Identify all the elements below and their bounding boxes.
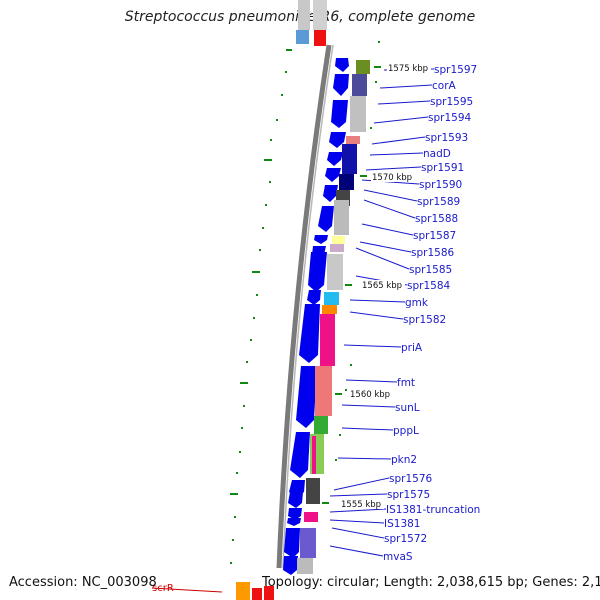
tick-label: 1555 kbp bbox=[341, 500, 381, 510]
gene-label-spr1590[interactable]: spr1590 bbox=[419, 179, 462, 191]
topology-text: Topology: circular; Length: 2,038,615 bp… bbox=[262, 575, 600, 590]
gene-label-gmk[interactable]: gmk bbox=[405, 297, 429, 309]
tick-label-bg bbox=[349, 389, 393, 399]
leader-line bbox=[377, 100, 431, 105]
gene-label-fmt[interactable]: fmt bbox=[397, 377, 415, 389]
leader-line bbox=[329, 545, 384, 557]
leader-line bbox=[359, 241, 412, 253]
leader-line bbox=[373, 116, 429, 124]
tick-label-bg bbox=[371, 172, 415, 182]
gene-label-spr1582[interactable]: spr1582 bbox=[403, 314, 446, 326]
leader-line bbox=[341, 427, 394, 431]
tick-label-bg bbox=[387, 63, 431, 73]
tick-label-bg bbox=[361, 280, 405, 290]
tick-label: 1560 kbp bbox=[350, 390, 390, 400]
leader-line bbox=[379, 84, 433, 89]
gene-labels: spr1597 corA spr1595 spr1594 spr1593 nadD spr1… bbox=[383, 64, 480, 563]
top-features bbox=[296, 0, 327, 46]
leader-line bbox=[329, 493, 388, 497]
backbone-line bbox=[276, 44, 332, 569]
tick-label: 1565 kbp bbox=[362, 281, 402, 291]
gene-label-scrR[interactable]: scrR bbox=[152, 583, 174, 594]
leader-line bbox=[361, 223, 414, 236]
green-dots bbox=[230, 41, 380, 564]
leader-line bbox=[341, 404, 396, 408]
gene-label-spr1575[interactable]: spr1575 bbox=[387, 489, 430, 501]
tick-label-bg bbox=[340, 499, 384, 509]
leader-line bbox=[365, 166, 422, 171]
gene-label-priA[interactable]: priA bbox=[401, 342, 423, 354]
gene-label-spr1593[interactable]: spr1593 bbox=[425, 132, 468, 144]
leader-line bbox=[329, 519, 385, 524]
gene-label-spr1591[interactable]: spr1591 bbox=[421, 162, 464, 174]
gene-label-spr1594[interactable]: spr1594 bbox=[428, 112, 471, 124]
gene-label-pkn2[interactable]: pkn2 bbox=[391, 454, 417, 466]
gene-label-spr1589[interactable]: spr1589 bbox=[417, 196, 460, 208]
gene-label-spr1586[interactable]: spr1586 bbox=[411, 247, 454, 259]
gene-label-IS1381[interactable]: IS1381 bbox=[384, 518, 420, 530]
kbp-tick-marks bbox=[322, 66, 381, 504]
gene-label-pppL[interactable]: pppL bbox=[393, 425, 419, 437]
gene-label-spr1597[interactable]: spr1597 bbox=[434, 64, 477, 76]
leader-line bbox=[371, 136, 426, 145]
leader-line bbox=[345, 379, 398, 383]
gene-label-IS1381-truncation[interactable]: IS1381-truncation bbox=[386, 504, 480, 516]
gene-label-spr1595[interactable]: spr1595 bbox=[430, 96, 473, 108]
gene-label-nadD[interactable]: nadD bbox=[423, 148, 451, 160]
kbp-tick-labels: 1575 kbp 1570 kbp 1565 kbp 1560 kbp 1555 kbp bbox=[340, 63, 431, 510]
gene-label-sunL[interactable]: sunL bbox=[395, 402, 420, 414]
leader-line bbox=[363, 189, 418, 202]
leader-line bbox=[355, 247, 410, 270]
accession-text: Accession: NC_003098 bbox=[9, 575, 157, 590]
leader-line bbox=[333, 477, 390, 491]
gene-label-mvaS[interactable]: mvaS bbox=[383, 551, 413, 563]
forward-genes bbox=[283, 58, 349, 575]
gene-label-spr1585[interactable]: spr1585 bbox=[409, 264, 452, 276]
gene-label-spr1572[interactable]: spr1572 bbox=[384, 533, 427, 545]
leader-line bbox=[369, 152, 424, 156]
leader-line bbox=[331, 527, 385, 539]
annotation-column bbox=[297, 60, 370, 574]
bottom-features bbox=[151, 582, 274, 600]
tick-label: 1570 kbp bbox=[372, 173, 412, 183]
leader-line bbox=[343, 344, 402, 348]
gene-label-spr1587[interactable]: spr1587 bbox=[413, 230, 456, 242]
leader-line bbox=[349, 311, 404, 320]
tick-label: 1575 kbp bbox=[388, 64, 428, 74]
leader-line bbox=[329, 508, 387, 513]
leader-line bbox=[363, 199, 416, 219]
gene-label-spr1576[interactable]: spr1576 bbox=[389, 473, 432, 485]
leader-line bbox=[337, 457, 392, 460]
leader-line bbox=[349, 299, 406, 303]
gene-label-corA[interactable]: corA bbox=[432, 80, 457, 92]
gene-label-spr1588[interactable]: spr1588 bbox=[415, 213, 458, 225]
gene-label-spr1584[interactable]: spr1584 bbox=[407, 280, 450, 292]
